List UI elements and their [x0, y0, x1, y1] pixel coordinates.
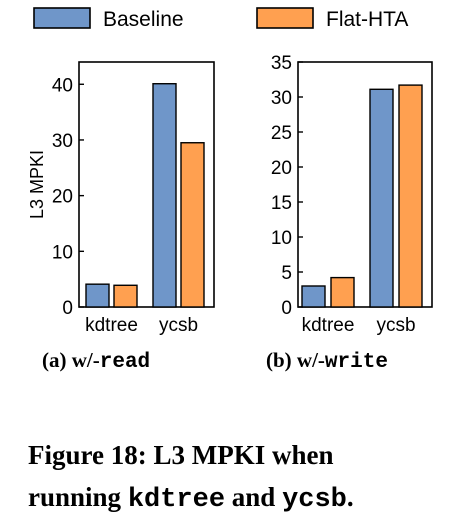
legend-label-2: Flat-HTA	[326, 8, 408, 31]
bar-kdtree-flat-hta	[113, 284, 138, 308]
x-tick-label-kdtree: kdtree	[85, 315, 138, 336]
chart-b-write: 0 5 10 15 20 25 30 35 kdtree ycsb	[271, 53, 433, 336]
y-tick-label: 10	[271, 228, 292, 249]
figure-caption-line1: Figure 18: L3 MPKI when	[28, 440, 334, 470]
legend-label-1: Baseline	[103, 8, 184, 31]
y-tick-label: 25	[271, 123, 292, 144]
y-tick-label: 5	[281, 263, 292, 284]
bar-ycsb-baseline	[152, 83, 177, 308]
x-tick-label-ycsb: ycsb	[159, 315, 198, 336]
y-tick-label: 0	[281, 298, 292, 319]
y-tick-label: 40	[52, 75, 73, 96]
caption-code-ycsb: ycsb	[282, 485, 347, 515]
legend: Baseline Flat-HTA	[33, 7, 408, 31]
caption-code-kdtree: kdtree	[127, 485, 226, 515]
figure-caption-line2: running kdtree and ycsb.	[28, 476, 448, 521]
y-tick-label: 20	[271, 158, 292, 179]
chart-a-read: 0 10 20 30 40 kdtree ycsb L3 MPKI	[27, 61, 215, 336]
subcaption-a-code: read	[99, 351, 151, 374]
y-tick-label: 30	[52, 131, 73, 152]
caption-text: .	[346, 482, 354, 512]
y-axis-label: L3 MPKI	[27, 150, 47, 219]
subcaption-b-code: write	[324, 351, 388, 374]
bar-ycsb-baseline	[369, 88, 394, 308]
y-tick-label: 10	[52, 242, 73, 263]
legend-swatch-1	[33, 7, 91, 29]
bar-kdtree-baseline	[85, 283, 110, 308]
legend-swatch-2	[256, 7, 314, 29]
y-tick-label: 0	[62, 298, 73, 319]
subcaption-a: (a) w/-read	[42, 348, 150, 374]
y-tick-label: 35	[271, 53, 292, 74]
subcaption-b-prefix: (b) w/-	[266, 348, 325, 372]
caption-text: and	[225, 482, 283, 512]
y-tick-label: 30	[271, 88, 292, 109]
subcaption-a-prefix: (a) w/-	[42, 348, 100, 372]
bar-kdtree-flat-hta	[330, 276, 355, 308]
figure-caption: Figure 18: L3 MPKI when running kdtree a…	[28, 434, 448, 521]
bar-ycsb-flat-hta	[180, 142, 205, 308]
plot-frame	[78, 61, 215, 308]
y-tick-label: 15	[271, 193, 292, 214]
bar-kdtree-baseline	[301, 285, 326, 308]
plot-frame	[297, 61, 433, 308]
bar-ycsb-flat-hta	[398, 84, 423, 308]
x-tick-label-kdtree: kdtree	[302, 315, 355, 336]
x-tick-label-ycsb: ycsb	[376, 315, 415, 336]
y-tick-label: 20	[52, 187, 73, 208]
caption-text: running	[28, 482, 128, 512]
subcaption-b: (b) w/-write	[266, 348, 388, 374]
